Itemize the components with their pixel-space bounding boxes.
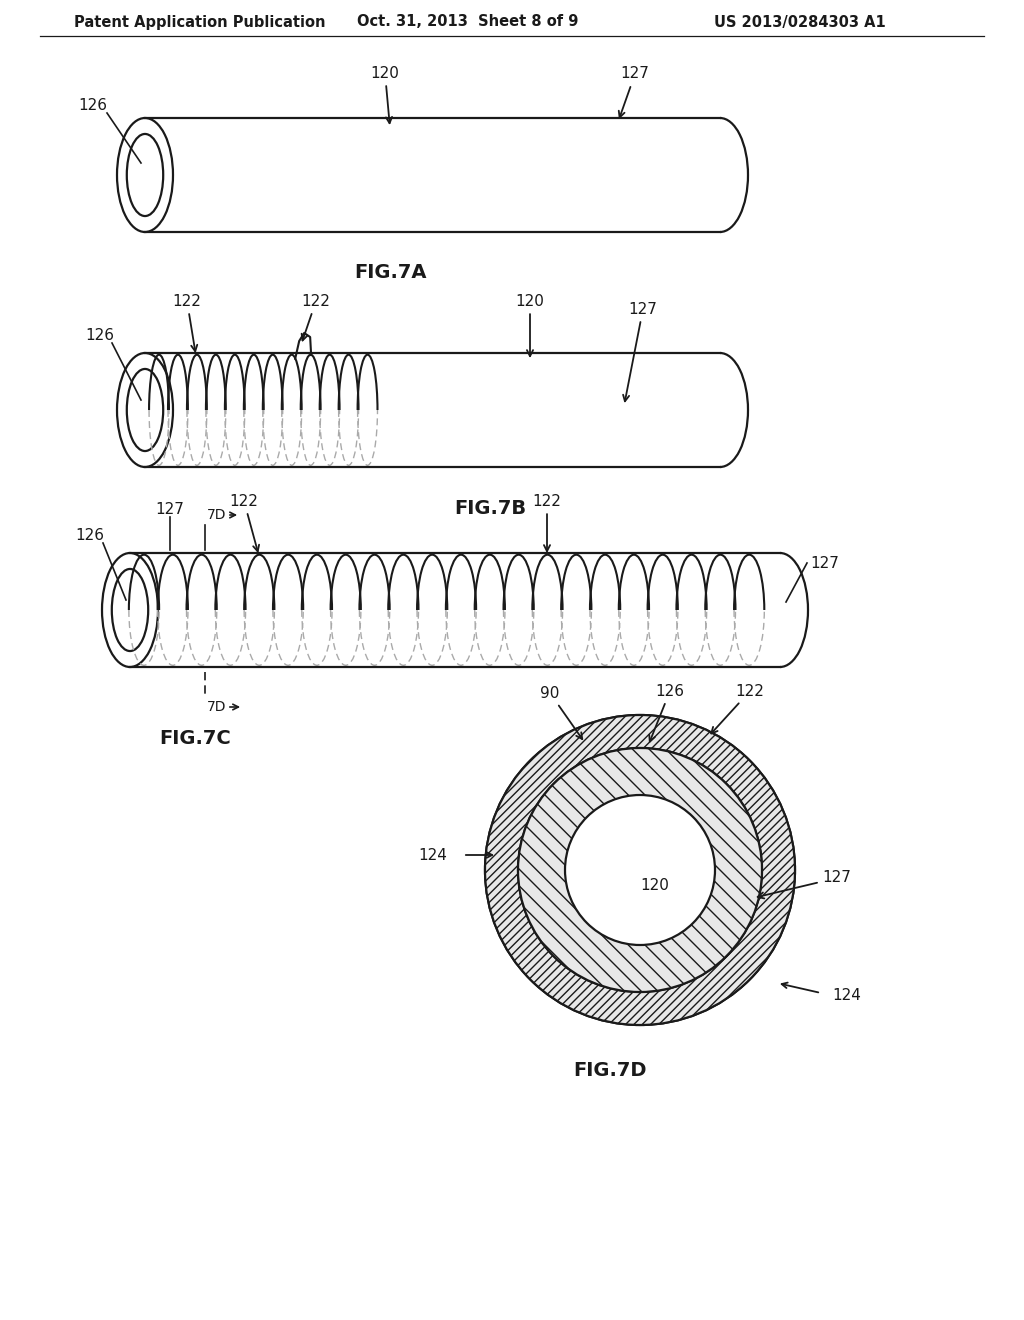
Text: Patent Application Publication: Patent Application Publication	[75, 15, 326, 29]
Text: 127: 127	[623, 301, 657, 401]
Text: FIG.7B: FIG.7B	[454, 499, 526, 519]
Text: FIG.7A: FIG.7A	[353, 263, 426, 281]
Text: FIG.7C: FIG.7C	[159, 730, 230, 748]
Text: 7D: 7D	[207, 700, 226, 714]
Text: 127: 127	[810, 556, 839, 570]
Text: 90: 90	[541, 685, 583, 739]
Text: 122: 122	[301, 293, 331, 341]
Text: 122: 122	[532, 494, 561, 552]
Text: 120: 120	[371, 66, 399, 123]
Text: 126: 126	[85, 327, 115, 342]
Text: 126: 126	[79, 99, 108, 114]
Text: 122: 122	[712, 684, 765, 734]
Text: 127: 127	[618, 66, 649, 117]
Text: 124: 124	[419, 847, 447, 862]
Text: 120: 120	[641, 878, 670, 892]
Ellipse shape	[518, 748, 762, 993]
Text: 122: 122	[229, 494, 259, 552]
Text: 7D: 7D	[207, 508, 226, 521]
Text: 122: 122	[173, 293, 202, 351]
Text: FIG.7D: FIG.7D	[573, 1060, 647, 1080]
Text: 126: 126	[649, 684, 684, 742]
Text: US 2013/0284303 A1: US 2013/0284303 A1	[714, 15, 886, 29]
Text: 120: 120	[515, 293, 545, 356]
Ellipse shape	[518, 748, 762, 993]
Text: 127: 127	[156, 502, 184, 516]
Text: 124: 124	[833, 987, 861, 1002]
Text: Oct. 31, 2013  Sheet 8 of 9: Oct. 31, 2013 Sheet 8 of 9	[357, 15, 579, 29]
Ellipse shape	[485, 715, 795, 1026]
Ellipse shape	[485, 715, 795, 1026]
Ellipse shape	[565, 795, 715, 945]
Text: 126: 126	[76, 528, 104, 543]
Text: 127: 127	[758, 870, 851, 899]
